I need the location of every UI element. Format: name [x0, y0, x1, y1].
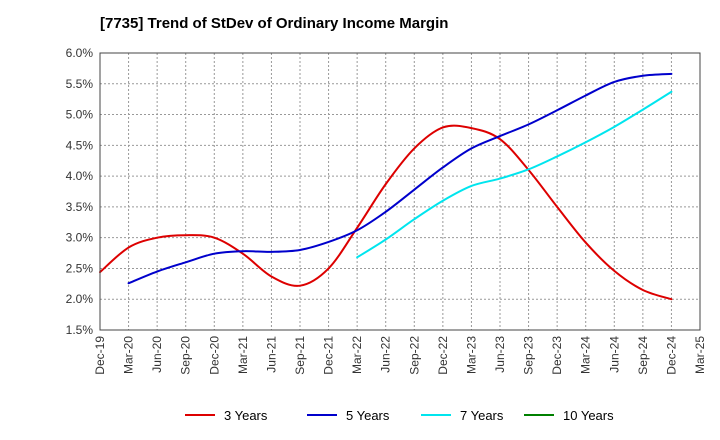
series-lines: [99, 72, 673, 301]
plot-frame: [99, 52, 701, 331]
x-tick-label: Jun-22: [379, 336, 393, 373]
legend-label: 3 Years: [224, 408, 268, 423]
x-tick-label: Jun-23: [493, 336, 507, 373]
x-tick-label: Mar-23: [464, 336, 478, 374]
legend: 3 Years 5 Years 7 Years 10 Years: [185, 408, 614, 423]
x-tick-label: Sep-20: [179, 336, 193, 375]
x-tick-label: Sep-21: [293, 336, 307, 375]
x-axis-ticks: Dec-19 Mar-20 Jun-20 Sep-20 Dec-20 Mar-21 Jun-…: [93, 336, 707, 375]
x-tick-label: Sep-24: [636, 336, 650, 375]
y-tick-label: 1.5%: [66, 323, 94, 337]
y-tick-label: 2.0%: [66, 292, 94, 306]
legend-label: 5 Years: [346, 408, 390, 423]
x-tick-label: Dec-23: [550, 336, 564, 375]
x-tick-label: Mar-24: [579, 336, 593, 374]
legend-item-5-years: 5 Years: [307, 408, 390, 423]
x-tick-label: Dec-21: [322, 336, 336, 375]
x-tick-label: Sep-22: [407, 336, 421, 375]
legend-label: 10 Years: [563, 408, 614, 423]
grid: [99, 52, 701, 331]
x-tick-label: Mar-22: [350, 336, 364, 374]
y-tick-label: 5.5%: [66, 77, 94, 91]
x-tick-label: Jun-24: [607, 336, 621, 373]
legend-item-10-years: 10 Years: [524, 408, 614, 423]
x-tick-label: Dec-19: [93, 336, 107, 375]
y-axis-ticks: 1.5% 2.0% 2.5% 3.0% 3.5% 4.0% 4.5% 5.0% 5.5% 6.0%: [66, 46, 94, 337]
y-tick-label: 6.0%: [66, 46, 94, 60]
legend-label: 7 Years: [460, 408, 504, 423]
x-tick-label: Jun-21: [264, 336, 278, 373]
x-tick-label: Jun-20: [150, 336, 164, 373]
x-tick-label: Mar-21: [236, 336, 250, 374]
legend-item-3-years: 3 Years: [185, 408, 268, 423]
series-line-3-years: [99, 124, 673, 301]
chart-title: [7735] Trend of StDev of Ordinary Income…: [100, 15, 448, 32]
x-tick-label: Mar-20: [122, 336, 136, 374]
x-tick-label: Sep-23: [522, 336, 536, 375]
y-tick-label: 5.0%: [66, 108, 94, 122]
series-line-7-years: [356, 90, 673, 259]
x-tick-label: Mar-25: [693, 336, 707, 374]
x-tick-label: Dec-20: [207, 336, 221, 375]
x-tick-label: Dec-22: [436, 336, 450, 375]
y-tick-label: 3.5%: [66, 200, 94, 214]
y-tick-label: 3.0%: [66, 231, 94, 245]
series-line-5-years: [127, 72, 673, 285]
x-tick-label: Dec-24: [664, 336, 678, 375]
y-tick-label: 4.0%: [66, 169, 94, 183]
legend-item-7-years: 7 Years: [421, 408, 504, 423]
y-tick-label: 4.5%: [66, 138, 94, 152]
y-tick-label: 2.5%: [66, 261, 94, 275]
